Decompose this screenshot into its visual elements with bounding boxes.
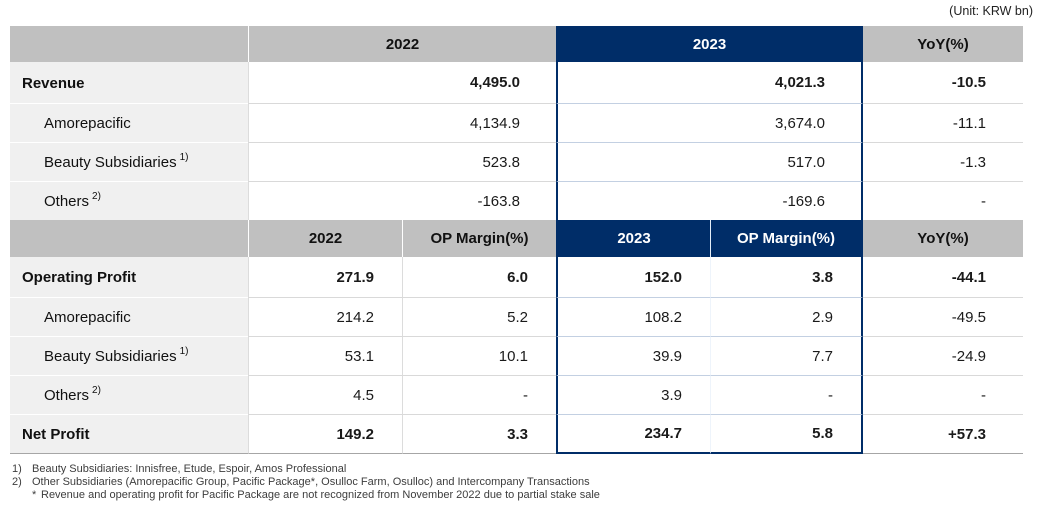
header-row-profit: 2022 OP Margin(%) 2023 OP Margin(%) YoY(… bbox=[10, 220, 1023, 257]
cell-others-2023: -169.6 bbox=[556, 181, 863, 220]
financial-results-table: 2022 2023 YoY(%) Revenue 4,495.0 4,021.3… bbox=[10, 26, 1023, 454]
footnote-2: 2) Other Subsidiaries (Amorepacific Grou… bbox=[12, 476, 1042, 489]
row-label: Others 2) bbox=[10, 181, 248, 220]
unit-label: (Unit: KRW bn) bbox=[949, 4, 1033, 18]
row-label-text: Others bbox=[44, 193, 90, 210]
cell-op-2023: 152.0 bbox=[556, 257, 710, 297]
footnote-1: 1) Beauty Subsidiaries: Innisfree, Etude… bbox=[12, 463, 1042, 476]
footnote-text: Beauty Subsidiaries: Innisfree, Etude, E… bbox=[32, 463, 347, 475]
cell-others-yoy: - bbox=[863, 181, 1023, 220]
row-label: Operating Profit bbox=[10, 257, 248, 297]
cell-net-profit-2022: 149.2 bbox=[248, 414, 402, 454]
row-label-text: Beauty Subsidiaries bbox=[44, 348, 177, 365]
row-label-text: Revenue bbox=[22, 74, 85, 92]
cell-net-profit-margin-2023: 5.8 bbox=[710, 414, 863, 454]
cell-op-amorepacific-yoy: -49.5 bbox=[863, 297, 1023, 336]
cell-op-beauty-2022: 53.1 bbox=[248, 336, 402, 375]
cell-amorepacific-yoy: -11.1 bbox=[863, 103, 1023, 142]
header-yoy: YoY(%) bbox=[863, 220, 1023, 257]
cell-op-margin-2022: 6.0 bbox=[402, 257, 556, 297]
row-label: Beauty Subsidiaries 1) bbox=[10, 142, 248, 181]
row-label: Others 2) bbox=[10, 375, 248, 414]
row-op-others: Others 2) 4.5 - 3.9 - - bbox=[10, 375, 1023, 414]
row-label: Amorepacific bbox=[10, 103, 248, 142]
row-label-text: Beauty Subsidiaries bbox=[44, 154, 177, 171]
cell-op-others-margin-2022: - bbox=[402, 375, 556, 414]
row-label-text: Amorepacific bbox=[44, 309, 131, 326]
cell-net-profit-2023: 234.7 bbox=[556, 414, 710, 454]
cell-op-amorepacific-margin-2022: 5.2 bbox=[402, 297, 556, 336]
header-2022: 2022 bbox=[248, 220, 402, 257]
cell-op-others-2022: 4.5 bbox=[248, 375, 402, 414]
footnotes: 1) Beauty Subsidiaries: Innisfree, Etude… bbox=[12, 463, 1042, 502]
row-revenue-amorepacific: Amorepacific 4,134.9 3,674.0 -11.1 bbox=[10, 103, 1023, 142]
cell-amorepacific-2022: 4,134.9 bbox=[248, 103, 556, 142]
cell-op-others-2023: 3.9 bbox=[556, 375, 710, 414]
header-2023: 2023 bbox=[556, 26, 863, 62]
cell-op-2022: 271.9 bbox=[248, 257, 402, 297]
row-op-amorepacific: Amorepacific 214.2 5.2 108.2 2.9 -49.5 bbox=[10, 297, 1023, 336]
row-operating-profit: Operating Profit 271.9 6.0 152.0 3.8 -44… bbox=[10, 257, 1023, 297]
footnote-ref: 2) bbox=[92, 191, 101, 202]
header-op-margin-2023: OP Margin(%) bbox=[710, 220, 863, 257]
footnote-text: Other Subsidiaries (Amorepacific Group, … bbox=[32, 476, 590, 488]
cell-op-amorepacific-2023: 108.2 bbox=[556, 297, 710, 336]
cell-op-margin-2023: 3.8 bbox=[710, 257, 863, 297]
cell-net-profit-yoy: +57.3 bbox=[863, 414, 1023, 454]
footnote-marker: * bbox=[32, 489, 37, 501]
header-2022: 2022 bbox=[248, 26, 556, 62]
row-net-profit: Net Profit 149.2 3.3 234.7 5.8 +57.3 bbox=[10, 414, 1023, 454]
cell-op-beauty-yoy: -24.9 bbox=[863, 336, 1023, 375]
cell-op-beauty-margin-2022: 10.1 bbox=[402, 336, 556, 375]
cell-revenue-2023: 4,021.3 bbox=[556, 62, 863, 103]
header-2023: 2023 bbox=[556, 220, 710, 257]
row-revenue-beauty-subsidiaries: Beauty Subsidiaries 1) 523.8 517.0 -1.3 bbox=[10, 142, 1023, 181]
header-row-annual: 2022 2023 YoY(%) bbox=[10, 26, 1023, 62]
cell-op-amorepacific-margin-2023: 2.9 bbox=[710, 297, 863, 336]
footnote-marker: 1) bbox=[12, 463, 22, 475]
cell-op-beauty-2023: 39.9 bbox=[556, 336, 710, 375]
footnote-asterisk: * Revenue and operating profit for Pacif… bbox=[12, 489, 1042, 502]
footnote-ref: 1) bbox=[179, 152, 189, 163]
row-revenue: Revenue 4,495.0 4,021.3 -10.5 bbox=[10, 62, 1023, 103]
cell-op-amorepacific-2022: 214.2 bbox=[248, 297, 402, 336]
row-op-beauty-subsidiaries: Beauty Subsidiaries 1) 53.1 10.1 39.9 7.7… bbox=[10, 336, 1023, 375]
footnote-ref: 2) bbox=[92, 385, 101, 396]
cell-others-2022: -163.8 bbox=[248, 181, 556, 220]
row-label: Beauty Subsidiaries 1) bbox=[10, 336, 248, 375]
header-empty-cell bbox=[10, 220, 248, 257]
row-revenue-others: Others 2) -163.8 -169.6 - bbox=[10, 181, 1023, 220]
footnote-marker: 2) bbox=[12, 476, 22, 488]
cell-op-others-yoy: - bbox=[863, 375, 1023, 414]
cell-beauty-yoy: -1.3 bbox=[863, 142, 1023, 181]
row-label-text: Net Profit bbox=[22, 426, 90, 443]
cell-op-yoy: -44.1 bbox=[863, 257, 1023, 297]
cell-net-profit-margin-2022: 3.3 bbox=[402, 414, 556, 454]
row-label: Net Profit bbox=[10, 414, 248, 454]
row-label-text: Others bbox=[44, 387, 90, 404]
cell-beauty-2023: 517.0 bbox=[556, 142, 863, 181]
row-label: Revenue bbox=[10, 62, 248, 103]
header-empty-cell bbox=[10, 26, 248, 62]
row-label: Amorepacific bbox=[10, 297, 248, 336]
cell-beauty-2022: 523.8 bbox=[248, 142, 556, 181]
footnote-text: Revenue and operating profit for Pacific… bbox=[41, 489, 600, 501]
cell-revenue-yoy: -10.5 bbox=[863, 62, 1023, 103]
cell-amorepacific-2023: 3,674.0 bbox=[556, 103, 863, 142]
cell-op-beauty-margin-2023: 7.7 bbox=[710, 336, 863, 375]
footnote-ref: 1) bbox=[179, 346, 189, 357]
header-yoy: YoY(%) bbox=[863, 26, 1023, 62]
header-op-margin-2022: OP Margin(%) bbox=[402, 220, 556, 257]
row-label-text: Operating Profit bbox=[22, 269, 137, 286]
cell-op-others-margin-2023: - bbox=[710, 375, 863, 414]
row-label-text: Amorepacific bbox=[44, 115, 131, 132]
cell-revenue-2022: 4,495.0 bbox=[248, 62, 556, 103]
